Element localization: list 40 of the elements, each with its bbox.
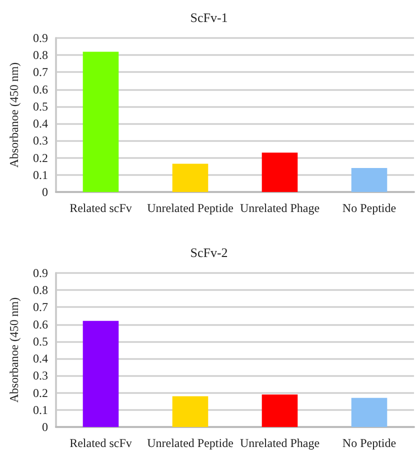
y-tick-label: 0.4 xyxy=(33,352,48,366)
y-tick-label: 0.6 xyxy=(33,317,48,332)
x-tick-label: Unrelated Peptide xyxy=(147,201,234,215)
y-tick-label: 0 xyxy=(42,185,48,199)
y-axis-title: Absorbanoe (450 nm) xyxy=(7,62,21,168)
x-tick-label: No Peptide xyxy=(342,436,396,450)
y-tick-label: 0.8 xyxy=(33,48,48,62)
bar xyxy=(262,394,298,427)
bar xyxy=(351,398,388,427)
x-tick-label: Related scFv xyxy=(70,436,132,450)
x-tick-label: Unrelated Peptide xyxy=(147,436,234,450)
x-tick-label: Unrelated Phage xyxy=(240,436,320,450)
y-tick-label: 0.2 xyxy=(33,150,48,165)
y-tick-label: 0.8 xyxy=(33,283,48,298)
y-tick-label: 0.5 xyxy=(33,99,48,114)
bar xyxy=(82,52,119,192)
y-tick-label: 0.6 xyxy=(33,82,48,96)
bar xyxy=(82,320,119,427)
chart-title: ScFv-2 xyxy=(190,245,228,260)
y-tick-label: 0.1 xyxy=(33,168,48,182)
y-tick-label: 0.3 xyxy=(33,134,48,148)
y-tick-label: 0.1 xyxy=(33,402,48,417)
y-axis-title: Absorbanoe (450 nm) xyxy=(7,297,21,403)
y-tick-label: 0.3 xyxy=(33,368,48,383)
bar xyxy=(262,152,298,192)
x-tick-label: Unrelated Phage xyxy=(240,201,320,215)
bar xyxy=(172,396,208,427)
y-tick-label: 0.9 xyxy=(33,266,48,280)
y-tick-label: 0.9 xyxy=(33,31,48,45)
chart-title: ScFv-1 xyxy=(190,10,228,25)
y-tick-label: 0 xyxy=(42,420,48,434)
bar xyxy=(172,164,208,192)
x-tick-label: No Peptide xyxy=(342,201,396,215)
bar xyxy=(351,168,388,192)
y-tick-label: 0.7 xyxy=(33,300,48,314)
y-tick-label: 0.4 xyxy=(33,116,48,131)
y-tick-label: 0.2 xyxy=(33,386,48,400)
y-tick-label: 0.7 xyxy=(33,65,48,80)
y-tick-label: 0.5 xyxy=(33,334,48,348)
x-tick-label: Related scFv xyxy=(70,201,132,215)
